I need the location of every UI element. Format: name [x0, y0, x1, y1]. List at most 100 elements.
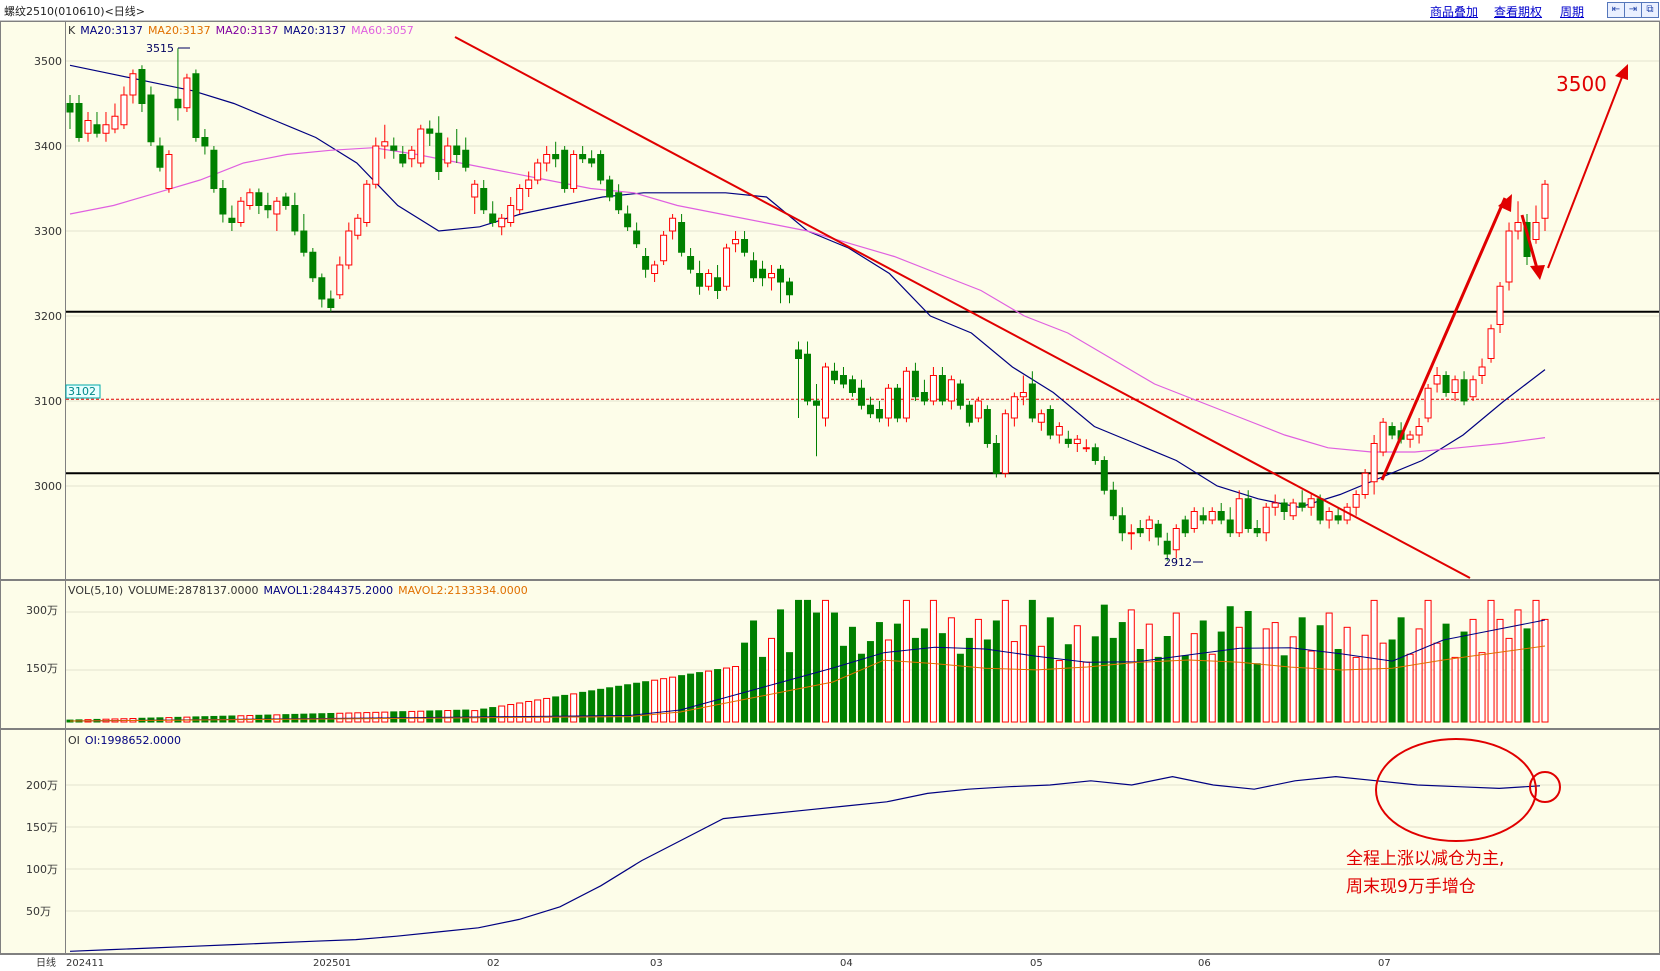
x-tick: 06	[1198, 958, 1211, 969]
x-tick: 02	[487, 958, 500, 969]
candle-body	[1370, 443, 1378, 483]
volume-bar	[929, 599, 937, 723]
volume-bar	[1505, 637, 1513, 723]
candle-body	[1316, 498, 1324, 521]
candle-body	[1469, 379, 1477, 398]
candle-body	[237, 200, 245, 223]
breakout-arrowhead	[1498, 194, 1512, 212]
x-axis-strip	[0, 954, 1660, 971]
candle-body	[821, 366, 829, 419]
volume-bar	[1397, 617, 1405, 723]
candle-body	[1262, 506, 1270, 534]
candle-body	[902, 370, 910, 419]
candle-body	[1415, 426, 1423, 436]
y-tick: 3300	[34, 225, 62, 238]
volume-bars	[66, 599, 1549, 723]
volume-bar	[839, 645, 847, 723]
candle-body	[246, 192, 254, 206]
arrow-right-icon[interactable]: ⇥	[1624, 2, 1642, 18]
volume-bar	[1172, 612, 1180, 723]
volume-bar	[1037, 645, 1045, 723]
volume-bar	[660, 678, 668, 723]
candle-body	[1487, 328, 1495, 359]
candle-body	[786, 281, 794, 296]
candle-body	[597, 154, 605, 181]
volume-bar	[1109, 637, 1117, 723]
volume-bar	[1127, 609, 1135, 723]
candle-body	[1064, 438, 1072, 444]
volume-bar	[812, 612, 820, 723]
candle-body	[1163, 540, 1171, 555]
volume-bar	[1217, 631, 1225, 723]
candle-body	[1307, 498, 1315, 508]
view-options-button[interactable]: 查看期权	[1494, 5, 1543, 19]
candle-body	[1460, 379, 1468, 402]
candle-body	[228, 217, 236, 223]
candle-body	[363, 183, 371, 223]
candle-body	[66, 103, 74, 113]
period-button[interactable]: 周期	[1560, 5, 1585, 19]
candle-body	[750, 260, 758, 279]
overlay-product-button[interactable]: 商品叠加	[1430, 5, 1479, 19]
candle-body	[1118, 515, 1126, 534]
candle-body	[884, 387, 892, 419]
volume-bar	[561, 694, 569, 723]
volume-bar	[1055, 660, 1063, 723]
volume-bar	[1406, 653, 1414, 723]
candle-body	[399, 154, 407, 164]
candle-body	[651, 264, 659, 274]
candle-body	[1028, 383, 1036, 419]
x-axis-labels: 日线 202411 202501 02 03 04 05 06 07	[36, 956, 1391, 969]
legend-item: OI:1998652.0000	[85, 734, 181, 747]
volume-bar	[678, 675, 686, 723]
candle-body	[93, 124, 101, 134]
volume-bar	[759, 656, 767, 723]
candle-body	[1289, 502, 1297, 517]
volume-bar	[318, 713, 326, 723]
candle-body	[1010, 396, 1018, 419]
candle-body	[309, 251, 317, 279]
legend-item: MA60:3057	[351, 24, 414, 37]
candle-body	[1532, 222, 1540, 240]
volume-bar	[1451, 656, 1459, 723]
ref-price-label: 3102	[68, 385, 96, 398]
volume-bar	[1460, 631, 1468, 723]
volume-bar	[435, 710, 443, 723]
candle-body	[1208, 511, 1216, 521]
x-tick: 202411	[66, 958, 104, 969]
restore-icon[interactable]: ⧉	[1641, 2, 1659, 18]
volume-bar	[705, 670, 713, 723]
volume-bar	[911, 637, 919, 723]
candle-body	[507, 205, 515, 223]
candle-body	[1145, 519, 1153, 529]
oi-annotation-line2: 周末现9万手增仓	[1346, 877, 1476, 897]
candle-body	[660, 234, 668, 262]
volume-bar	[597, 688, 605, 723]
volume-bar	[480, 708, 488, 723]
candle-body	[480, 188, 488, 211]
candle-body	[983, 409, 991, 444]
candle-body	[111, 115, 119, 130]
volume-bar	[543, 697, 551, 723]
volume-bar	[1145, 623, 1153, 723]
volume-bar	[489, 707, 497, 723]
candle-body	[974, 400, 982, 419]
volume-bar	[992, 620, 1000, 723]
legend-item: MA20:3137	[80, 24, 143, 37]
volume-bar	[642, 681, 650, 723]
volume-bar	[570, 693, 578, 723]
volume-bar	[875, 622, 883, 723]
candle-body	[812, 400, 820, 406]
volume-bar	[1523, 628, 1531, 723]
volume-bar	[983, 639, 991, 723]
legend-item: MA20:3137	[283, 24, 346, 37]
volume-bar	[1289, 636, 1297, 723]
candle-body	[804, 353, 811, 402]
volume-bar	[453, 709, 461, 723]
candle-body	[687, 256, 695, 270]
candle-body	[345, 230, 353, 266]
volume-bar	[893, 623, 901, 723]
volume-bar	[381, 711, 389, 723]
volume-bar	[947, 617, 955, 723]
